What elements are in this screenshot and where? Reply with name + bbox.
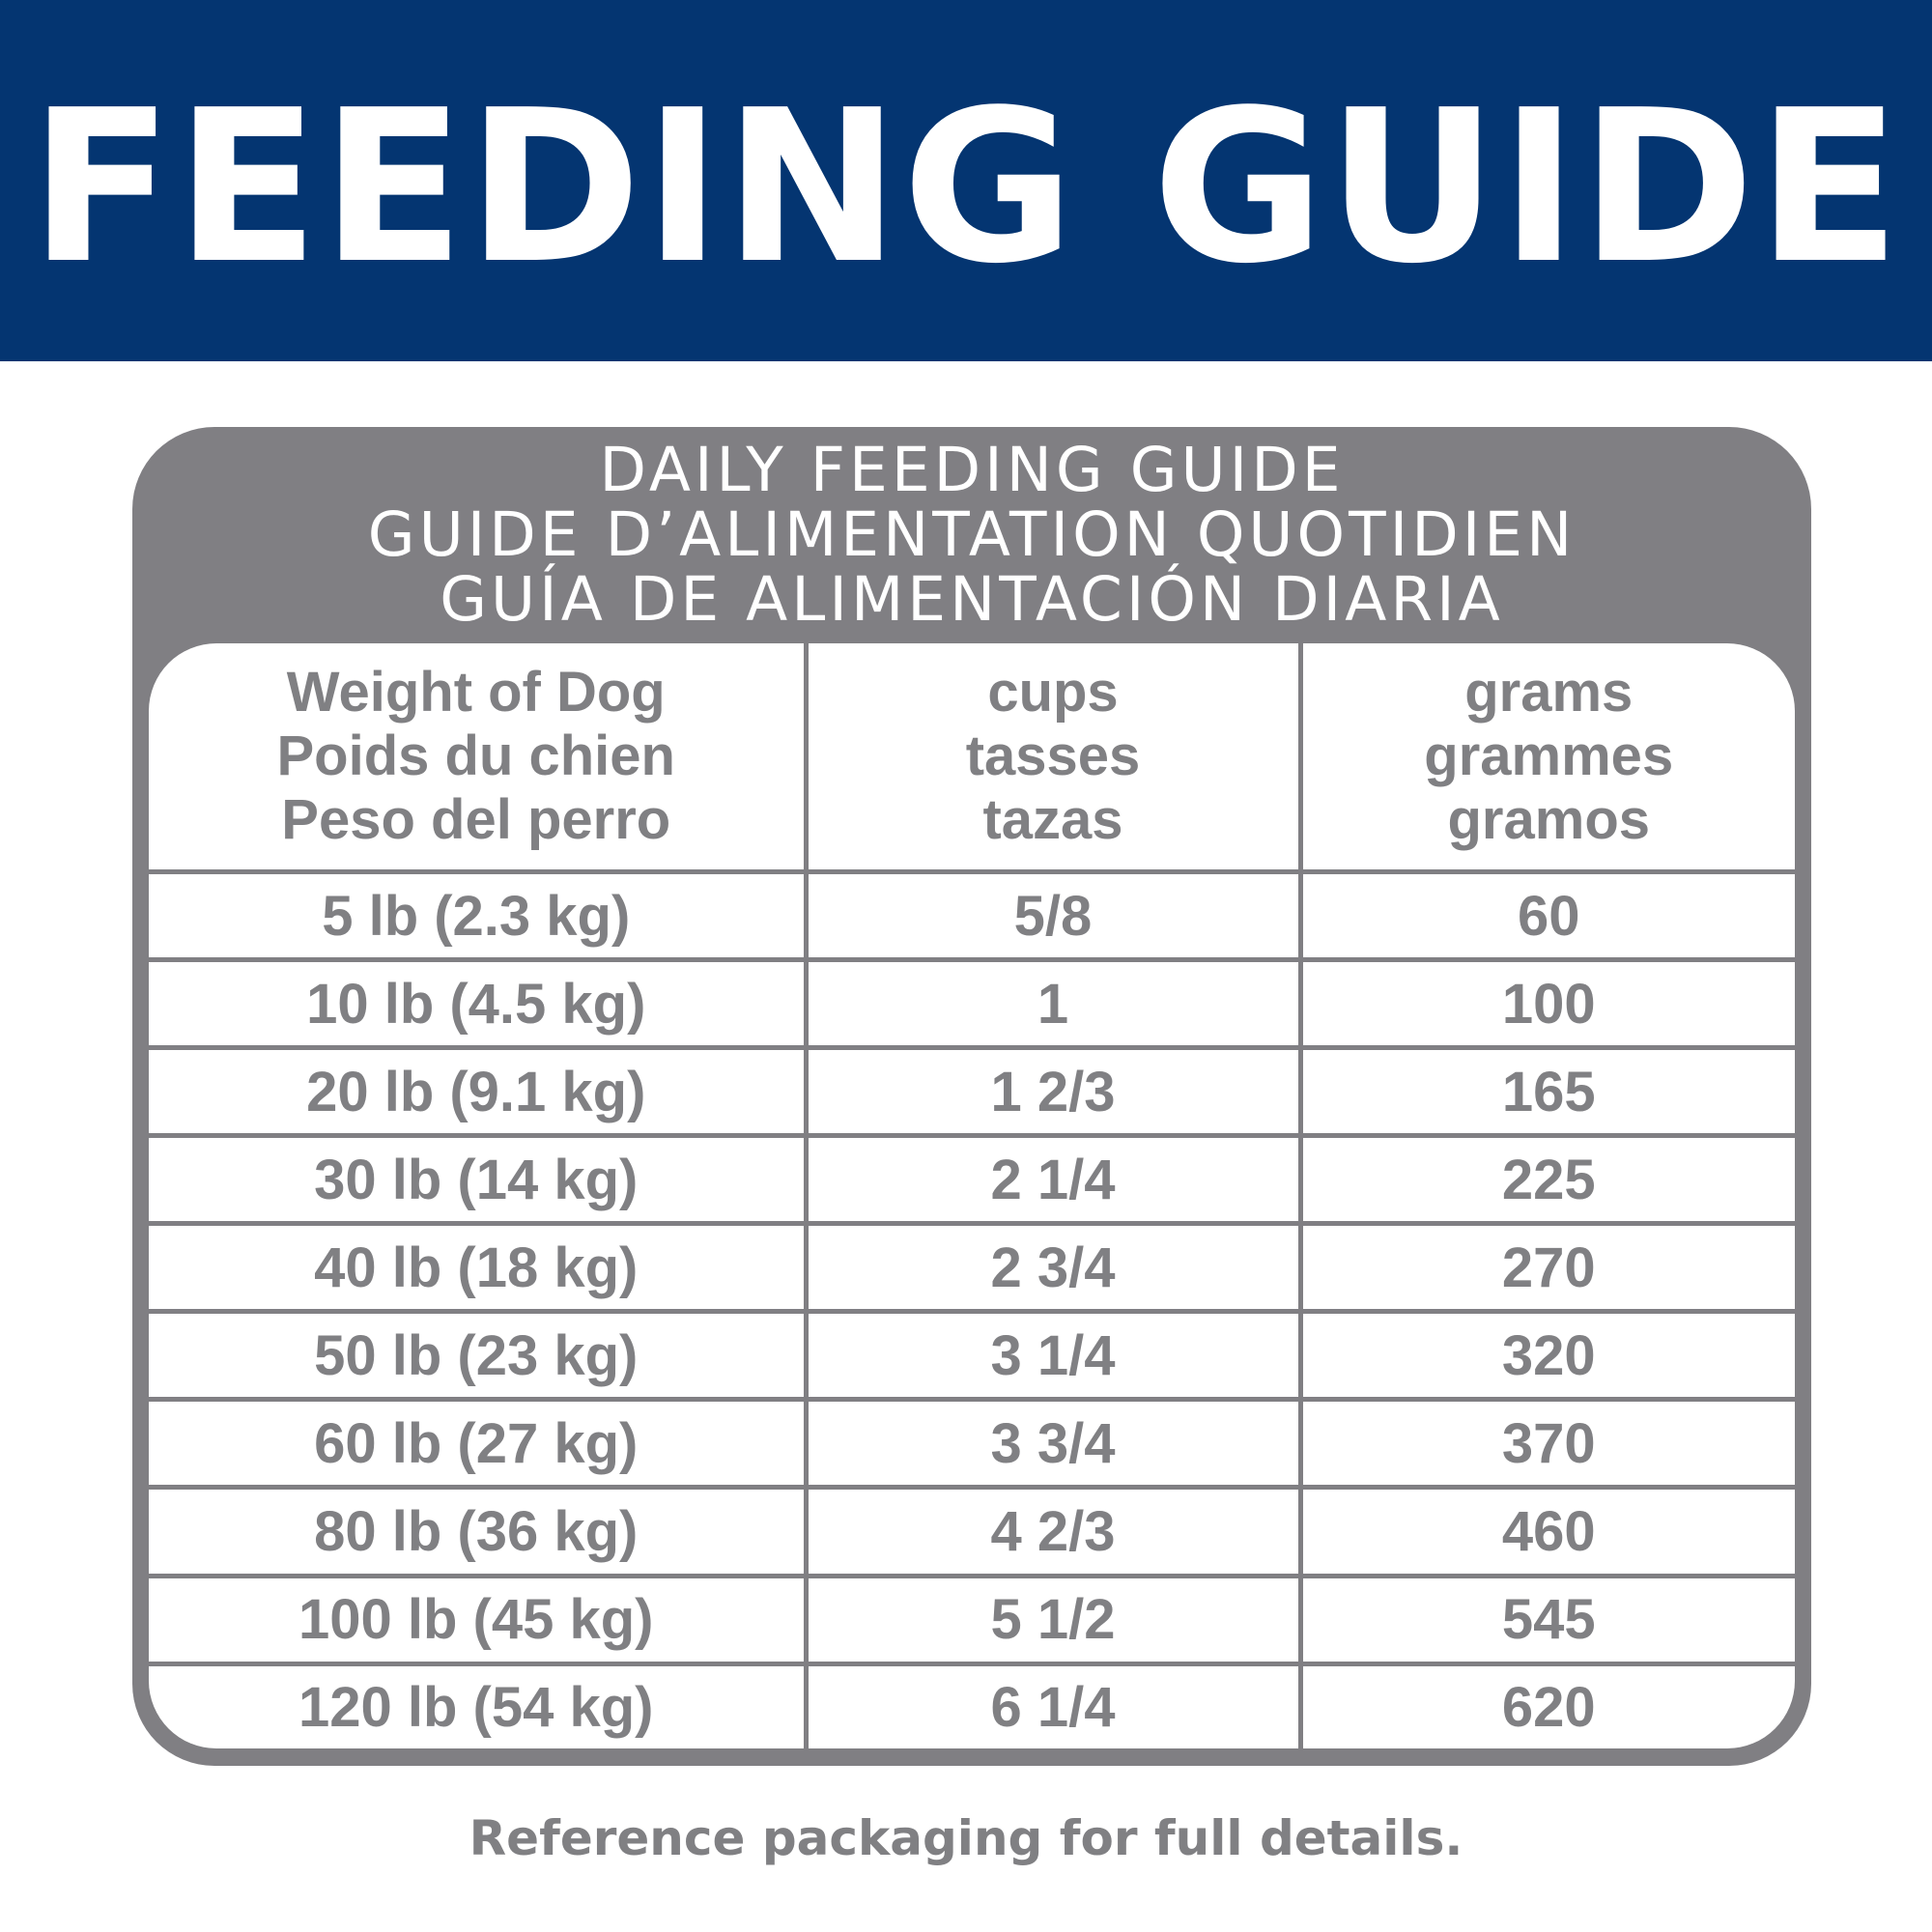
table-row: 5 lb (2.3 kg) 5/8 60 <box>149 868 1795 960</box>
weight-cell: 40 lb (18 kg) <box>149 1221 806 1312</box>
feeding-table: Weight of Dog Poids du chien Peso del pe… <box>149 643 1795 1748</box>
grams-cell: 370 <box>1297 1397 1795 1488</box>
weight-cell: 20 lb (9.1 kg) <box>149 1045 806 1136</box>
weight-cell: 60 lb (27 kg) <box>149 1397 806 1488</box>
weight-cell: 10 lb (4.5 kg) <box>149 957 806 1048</box>
table-row: 10 lb (4.5 kg) 1 100 <box>149 957 1795 1048</box>
table-row: 20 lb (9.1 kg) 1 2/3 165 <box>149 1045 1795 1136</box>
table-row: 50 lb (23 kg) 3 1/4 320 <box>149 1309 1795 1400</box>
cups-cell: 5/8 <box>803 868 1300 960</box>
panel-heading-spanish: GUÍA DE ALIMENTACIÓN DIARIA <box>440 564 1504 635</box>
cups-cell: 1 <box>803 957 1300 1048</box>
weight-cell: 100 lb (45 kg) <box>149 1573 806 1664</box>
grams-cell: 460 <box>1297 1485 1795 1576</box>
cups-cell: 2 3/4 <box>803 1221 1300 1312</box>
cups-cell: 3 3/4 <box>803 1397 1300 1488</box>
table-row: 30 lb (14 kg) 2 1/4 225 <box>149 1133 1795 1224</box>
table-row: 120 lb (54 kg) 6 1/4 620 <box>149 1661 1795 1748</box>
cups-cell: 4 2/3 <box>803 1485 1300 1576</box>
grams-cell: 225 <box>1297 1133 1795 1224</box>
reference-footnote: Reference packaging for full details. <box>469 1810 1463 1866</box>
daily-feeding-guide-panel: DAILY FEEDING GUIDE GUIDE D’ALIMENTATION… <box>132 427 1811 1766</box>
weight-cell: 80 lb (36 kg) <box>149 1485 806 1576</box>
grams-cell: 60 <box>1297 868 1795 960</box>
grams-cell: 100 <box>1297 957 1795 1048</box>
header-banner: FEEDING GUIDE <box>0 0 1932 361</box>
column-header-grams: grams grammes gramos <box>1297 643 1795 874</box>
table-row: 80 lb (36 kg) 4 2/3 460 <box>149 1485 1795 1576</box>
page-title: FEEDING GUIDE <box>29 66 1903 310</box>
table-row: 100 lb (45 kg) 5 1/2 545 <box>149 1573 1795 1664</box>
cups-cell: 1 2/3 <box>803 1045 1300 1136</box>
cups-cell: 6 1/4 <box>803 1661 1300 1748</box>
grams-cell: 165 <box>1297 1045 1795 1136</box>
weight-cell: 5 lb (2.3 kg) <box>149 868 806 960</box>
grams-cell: 545 <box>1297 1573 1795 1664</box>
grams-cell: 270 <box>1297 1221 1795 1312</box>
panel-heading-english: DAILY FEEDING GUIDE <box>599 435 1345 505</box>
weight-cell: 30 lb (14 kg) <box>149 1133 806 1224</box>
table-row: 60 lb (27 kg) 3 3/4 370 <box>149 1397 1795 1488</box>
table-row: 40 lb (18 kg) 2 3/4 270 <box>149 1221 1795 1312</box>
column-header-weight: Weight of Dog Poids du chien Peso del pe… <box>149 643 806 874</box>
cups-cell: 5 1/2 <box>803 1573 1300 1664</box>
panel-headings: DAILY FEEDING GUIDE GUIDE D’ALIMENTATION… <box>132 438 1811 632</box>
cups-cell: 2 1/4 <box>803 1133 1300 1224</box>
grams-cell: 620 <box>1297 1661 1795 1748</box>
feeding-table-area: Weight of Dog Poids du chien Peso del pe… <box>149 643 1795 1748</box>
column-header-cups: cups tasses tazas <box>803 643 1300 874</box>
table-header-row: Weight of Dog Poids du chien Peso del pe… <box>149 643 1795 874</box>
weight-cell: 50 lb (23 kg) <box>149 1309 806 1400</box>
grams-cell: 320 <box>1297 1309 1795 1400</box>
panel-heading-french: GUIDE D’ALIMENTATION QUOTIDIEN <box>367 499 1577 570</box>
cups-cell: 3 1/4 <box>803 1309 1300 1400</box>
weight-cell: 120 lb (54 kg) <box>149 1661 806 1748</box>
